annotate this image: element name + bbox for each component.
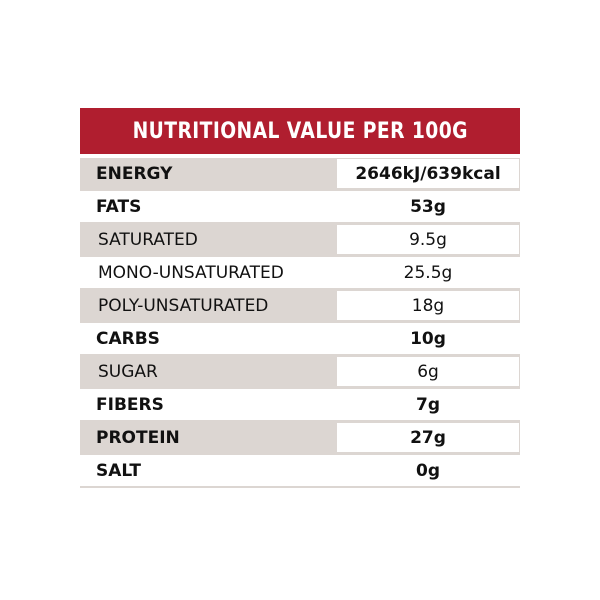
nutrient-value: 25.5g	[403, 262, 453, 283]
table-row: FATS 53g	[80, 191, 520, 224]
table-row: ENERGY 2646kJ/639kcal	[80, 158, 520, 191]
table-row: PROTEIN 27g	[80, 422, 520, 455]
table-row: SALT 0g	[80, 455, 520, 488]
nutrient-label: SUGAR	[80, 356, 336, 387]
table-row: CARBS 10g	[80, 323, 520, 356]
nutrient-label: FIBERS	[96, 394, 164, 415]
nutrient-value: 2646kJ/639kcal	[336, 158, 520, 189]
nutrient-value: 7g	[416, 394, 440, 415]
nutrient-label: SALT	[96, 460, 142, 481]
table-row: FIBERS 7g	[80, 389, 520, 422]
table-header: NUTRITIONAL VALUE PER 100G	[80, 108, 520, 154]
nutrient-label: CARBS	[96, 328, 160, 349]
nutrient-label: POLY-UNSATURATED	[80, 290, 336, 321]
nutrient-value: 53g	[410, 196, 446, 217]
nutrient-label: FATS	[96, 196, 142, 217]
table-row: SATURATED 9.5g	[80, 224, 520, 257]
nutrient-label: SATURATED	[80, 224, 336, 255]
nutrient-label: MONO-UNSATURATED	[98, 262, 284, 283]
table-row: POLY-UNSATURATED 18g	[80, 290, 520, 323]
nutrient-value: 18g	[336, 290, 520, 321]
table-body: ENERGY 2646kJ/639kcal FATS 53g SATURATED 9.5g…	[80, 158, 520, 488]
nutrient-value: 10g	[410, 328, 446, 349]
header-title: NUTRITIONAL VALUE PER 100G	[132, 118, 468, 144]
nutrient-value: 6g	[336, 356, 520, 387]
nutrient-value: 27g	[336, 422, 520, 453]
nutrient-value: 0g	[416, 460, 440, 481]
table-row: SUGAR 6g	[80, 356, 520, 389]
nutrient-label: ENERGY	[80, 158, 336, 189]
nutrient-label: PROTEIN	[80, 422, 336, 453]
table-row: MONO-UNSATURATED 25.5g	[80, 257, 520, 290]
nutrition-table: NUTRITIONAL VALUE PER 100G ENERGY 2646kJ/…	[80, 108, 520, 488]
nutrient-value: 9.5g	[336, 224, 520, 255]
